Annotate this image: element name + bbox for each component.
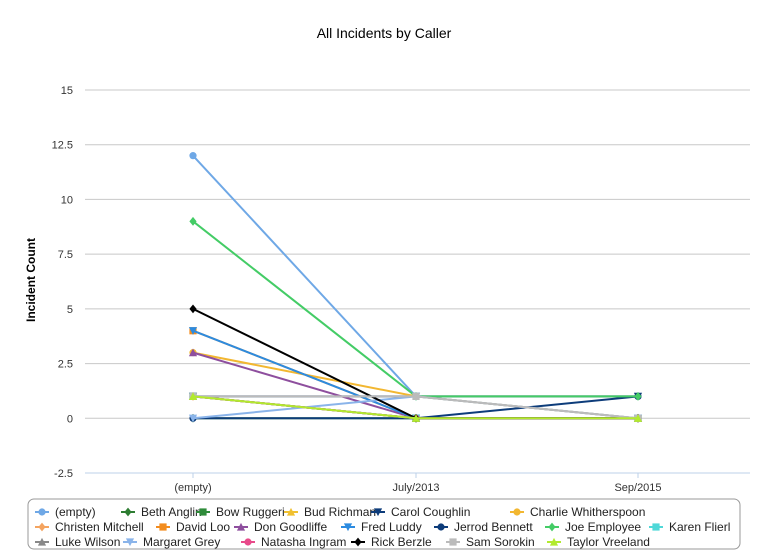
series-line <box>192 329 638 420</box>
legend-item[interactable]: Joe Employee <box>545 520 641 534</box>
legend-label: Bow Ruggeri <box>216 505 285 519</box>
series-group <box>188 392 643 422</box>
legend-label: Fred Luddy <box>361 520 422 534</box>
legend-marker <box>343 523 353 532</box>
legend-marker <box>124 507 132 517</box>
y-tick-label: 12.5 <box>52 140 73 152</box>
series-line <box>192 351 638 420</box>
data-point <box>188 392 198 400</box>
legend-label: Margaret Grey <box>143 535 220 549</box>
legend-marker <box>652 523 660 531</box>
legend-item[interactable]: Karen Flierl <box>649 520 730 534</box>
legend-item[interactable]: (empty) <box>35 505 96 519</box>
legend-label: Sam Sorokin <box>466 535 535 549</box>
data-point <box>411 414 421 422</box>
data-point <box>188 327 198 335</box>
legend-label: Luke Wilson <box>55 535 120 549</box>
legend-label: Rick Berzle <box>371 535 432 549</box>
y-tick-label: 2.5 <box>58 359 73 371</box>
legend-marker <box>125 538 135 547</box>
legend-marker <box>437 523 445 531</box>
y-tick-label: 10 <box>61 194 73 206</box>
legend-item[interactable]: Carol Coughlin <box>371 505 470 519</box>
series-line <box>192 154 639 420</box>
legend-item[interactable]: Beth Anglin <box>121 505 202 519</box>
legend-label: Beth Anglin <box>141 505 202 519</box>
legend-item[interactable]: David Loo <box>156 520 230 534</box>
legend-marker <box>38 522 46 532</box>
legend-item[interactable]: Fred Luddy <box>341 520 422 534</box>
legend-item[interactable]: Christen Mitchell <box>35 520 144 534</box>
legend-label: Christen Mitchell <box>55 520 144 534</box>
x-tick-label: July/2013 <box>392 482 439 494</box>
data-point <box>634 392 642 401</box>
legend-item[interactable]: Bow Ruggeri <box>196 505 285 519</box>
y-axis-ticks: 15 12.5 10 7.5 5 2.5 0 -2.5 <box>52 85 73 480</box>
legend-marker <box>38 508 46 516</box>
legend-label: Carol Coughlin <box>391 505 470 519</box>
x-tick-label: Sep/2015 <box>614 482 661 494</box>
legend-label: Bud Richman <box>304 505 376 519</box>
series-group <box>188 327 643 423</box>
series-group <box>189 152 642 422</box>
legend-item[interactable]: Rick Berzle <box>351 535 432 549</box>
legend-marker <box>159 523 167 531</box>
legend-label: Natasha Ingram <box>261 535 346 549</box>
legend-marker <box>354 537 362 547</box>
y-axis-title: Incident Count <box>24 238 38 322</box>
data-point <box>188 348 198 357</box>
data-point <box>189 152 197 160</box>
data-point <box>633 414 643 422</box>
x-tick-label: (empty) <box>174 482 211 494</box>
legend-item[interactable]: Bud Richman <box>284 505 376 519</box>
legend-marker <box>373 508 383 517</box>
legend-marker <box>549 537 559 546</box>
data-point <box>412 392 420 400</box>
legend-marker <box>513 508 521 516</box>
legend-label: Joe Employee <box>565 520 641 534</box>
legend-marker <box>548 522 556 532</box>
y-tick-label: 0 <box>67 413 73 425</box>
legend-label: Jerrod Bennett <box>454 520 533 534</box>
legend-marker <box>199 508 207 516</box>
legend-item[interactable]: Margaret Grey <box>123 535 220 549</box>
data-point <box>189 216 197 226</box>
legend-item[interactable]: Luke Wilson <box>35 535 120 549</box>
series-line <box>192 351 639 420</box>
legend-marker <box>236 522 246 531</box>
data-point <box>188 414 198 423</box>
legend-label: Don Goodliffe <box>254 520 327 534</box>
legend-label: Charlie Whitherspoon <box>530 505 645 519</box>
chart-title: All Incidents by Caller <box>317 25 452 41</box>
y-tick-label: 7.5 <box>58 249 73 261</box>
legend-item[interactable]: Natasha Ingram <box>241 535 346 549</box>
legend-item[interactable]: Charlie Whitherspoon <box>510 505 645 519</box>
y-tick-label: 15 <box>61 85 73 97</box>
series-lines <box>188 152 643 423</box>
legend-marker <box>286 507 296 516</box>
legend-label: Karen Flierl <box>669 520 730 534</box>
legend-label: (empty) <box>55 505 96 519</box>
legend-item[interactable]: Don Goodliffe <box>234 520 327 534</box>
legend-marker <box>449 538 457 546</box>
series-group <box>188 348 643 422</box>
x-axis-ticks: (empty) July/2013 Sep/2015 <box>174 473 662 494</box>
legend: (empty) Beth Anglin Bow Ruggeri Bud Richman… <box>27 498 741 550</box>
legend-marker <box>244 538 252 546</box>
legend-item[interactable]: Sam Sorokin <box>446 535 535 549</box>
data-point <box>189 304 197 314</box>
legend-marker <box>37 537 47 546</box>
legend-item[interactable]: Jerrod Bennett <box>434 520 533 534</box>
legend-label: Taylor Vreeland <box>567 535 650 549</box>
legend-item[interactable]: Taylor Vreeland <box>547 535 650 549</box>
y-tick-label: 5 <box>67 304 73 316</box>
legend-label: David Loo <box>176 520 230 534</box>
y-tick-label: -2.5 <box>54 468 73 480</box>
series-line <box>192 329 638 420</box>
